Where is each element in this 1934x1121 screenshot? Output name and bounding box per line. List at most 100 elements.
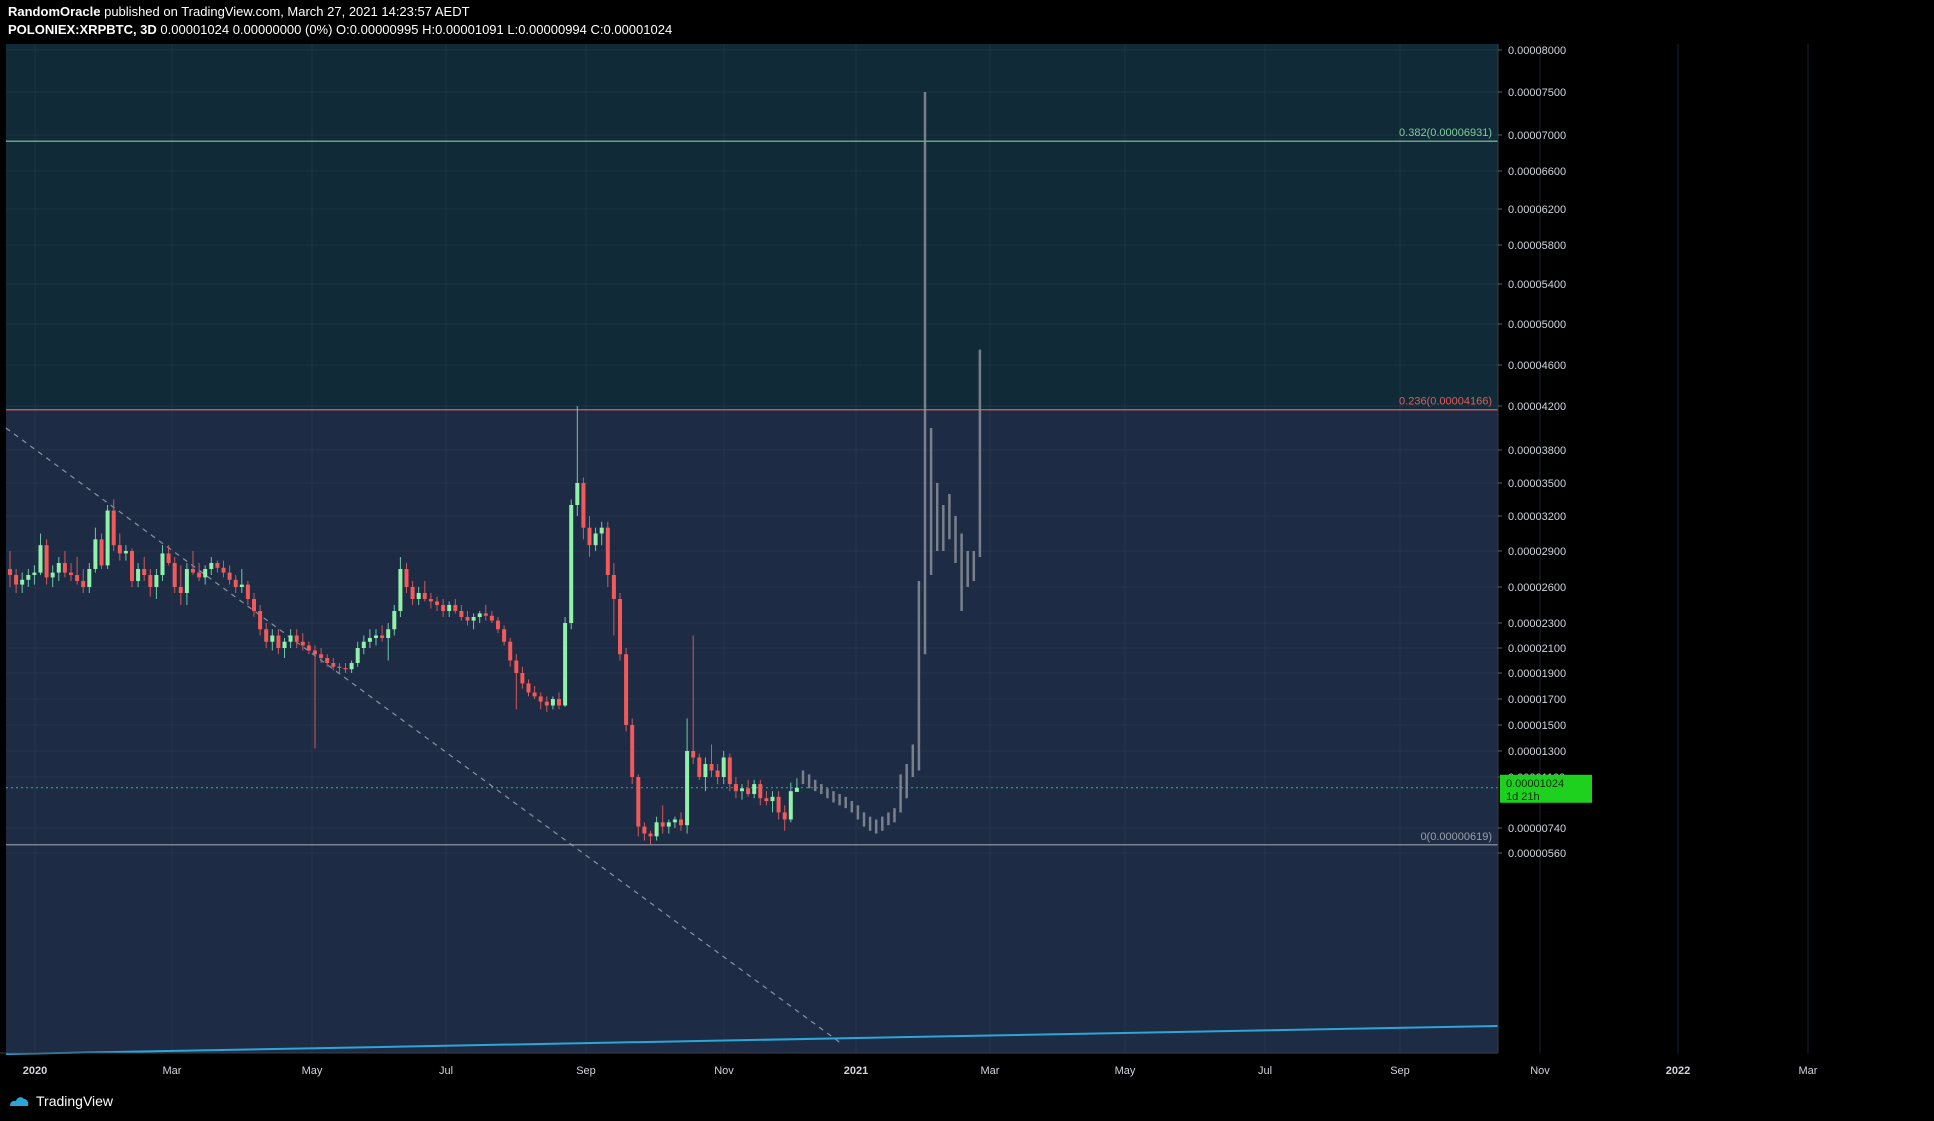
candle-body: [178, 587, 183, 593]
candle-body: [361, 641, 366, 648]
fib-zone-upper: [6, 44, 1498, 410]
candle-body: [477, 613, 482, 617]
candle-body: [349, 663, 354, 670]
candle-body: [563, 623, 568, 706]
y-tick-label: 0.00005000: [1508, 319, 1566, 331]
candle-body: [355, 648, 360, 663]
candle-body: [733, 784, 738, 792]
candle-body: [758, 784, 763, 799]
candle-body: [422, 593, 427, 599]
candle-body: [666, 822, 671, 827]
y-tick-label: 0.00002900: [1508, 546, 1566, 558]
symbol-label: POLONIEX:XRPBTC, 3D: [8, 22, 157, 37]
candle-body: [489, 615, 494, 621]
candle-body: [740, 788, 744, 792]
candle-body: [264, 629, 269, 642]
candle-body: [325, 658, 330, 663]
candle-body: [581, 483, 586, 528]
candle-body: [123, 551, 128, 554]
candle-body: [416, 593, 421, 599]
publish-info: RandomOracle published on TradingView.co…: [8, 4, 470, 19]
candle-body: [428, 599, 433, 602]
y-tick-label: 0.00000740: [1508, 823, 1566, 835]
candle-body: [154, 575, 159, 587]
candle-body: [38, 545, 43, 573]
candle-body: [630, 725, 635, 777]
candle-body: [227, 572, 232, 580]
candle-body: [130, 551, 134, 581]
candle-body: [752, 784, 757, 794]
candle-body: [398, 569, 403, 611]
candle-body: [50, 572, 55, 578]
candle-body: [142, 569, 147, 575]
candle-body: [532, 692, 537, 697]
brand-label: TradingView: [36, 1093, 114, 1109]
candle-body: [367, 638, 372, 642]
candle-body: [197, 572, 202, 578]
y-tick-label: 0.00000560: [1508, 848, 1566, 860]
candle-body: [465, 617, 470, 621]
candle-body: [166, 553, 171, 563]
candle-body: [209, 563, 214, 569]
candle-body: [32, 572, 37, 575]
candle-body: [386, 629, 391, 638]
candle-body: [215, 563, 220, 568]
fib-0236-line-label: 0.236(0.00004166): [1399, 396, 1492, 408]
x-tick-label: Sep: [1390, 1065, 1410, 1077]
candle-body: [75, 575, 80, 581]
y-tick-label: 0.00001700: [1508, 694, 1566, 706]
candle-body: [20, 579, 25, 585]
x-axis-labels: 2020 Mar May Jul Sep Nov 2021 Mar May Jul Sep Nov 20…: [23, 1065, 1818, 1077]
author-name[interactable]: RandomOracle: [8, 4, 101, 19]
candle-body: [496, 620, 500, 630]
candle-body: [782, 812, 787, 820]
candle-body: [636, 777, 641, 827]
candle-body: [404, 569, 409, 587]
tradingview-logo-icon: [10, 1097, 29, 1106]
y-tick-label: 0.00003500: [1508, 478, 1566, 490]
last-price-tag: [1500, 774, 1592, 803]
candle-body: [685, 751, 690, 826]
candle-body: [270, 635, 275, 642]
candle-body: [459, 611, 464, 617]
x-tick-label: 2020: [23, 1065, 47, 1077]
ohlc-values: 0.00001024 0.00000000 (0%) O:0.00000995 …: [156, 22, 673, 37]
tradingview-brand[interactable]: TradingView: [8, 1093, 113, 1109]
candle-body: [313, 650, 317, 655]
candle-body: [697, 757, 702, 777]
candle-body: [62, 563, 67, 573]
candle-body: [727, 757, 732, 785]
y-tick-label: 0.00007000: [1508, 130, 1566, 142]
candle-body: [14, 575, 19, 585]
candle-body: [611, 575, 616, 599]
x-tick-label: Sep: [576, 1065, 596, 1077]
y-tick-label: 0.00003800: [1508, 445, 1566, 457]
price-chart[interactable]: 0.382(0.00006931) 0.236(0.00004166) 0(0.00…: [0, 44, 1934, 1084]
candle-body: [660, 822, 665, 827]
candle-body: [300, 641, 305, 646]
candle-body: [709, 764, 714, 771]
candle-body: [81, 581, 86, 587]
candle-body: [618, 599, 622, 655]
candle-body: [288, 635, 293, 642]
candle-body: [599, 527, 604, 534]
candle-body: [294, 635, 299, 642]
y-tick-label: 0.00004200: [1508, 401, 1566, 413]
x-tick-label: 2022: [1666, 1065, 1690, 1077]
y-tick-label: 0.00005400: [1508, 279, 1566, 291]
candle-body: [56, 563, 61, 573]
y-tick-label: 0.00004600: [1508, 360, 1566, 372]
x-tick-label: May: [302, 1065, 323, 1077]
candle-body: [471, 617, 476, 621]
candle-body: [672, 819, 677, 823]
candle-body: [435, 601, 439, 605]
candle-body: [172, 563, 177, 587]
y-tick-label: 0.00003200: [1508, 511, 1566, 523]
y-tick-label: 0.00002300: [1508, 618, 1566, 630]
y-tick-label: 0.00006200: [1508, 204, 1566, 216]
candle-body: [282, 641, 287, 648]
candle-body: [642, 826, 647, 834]
candle-body: [557, 699, 561, 706]
fib-0-line-label: 0(0.00000619): [1420, 831, 1492, 843]
y-tick-label: 0.00005800: [1508, 240, 1566, 252]
